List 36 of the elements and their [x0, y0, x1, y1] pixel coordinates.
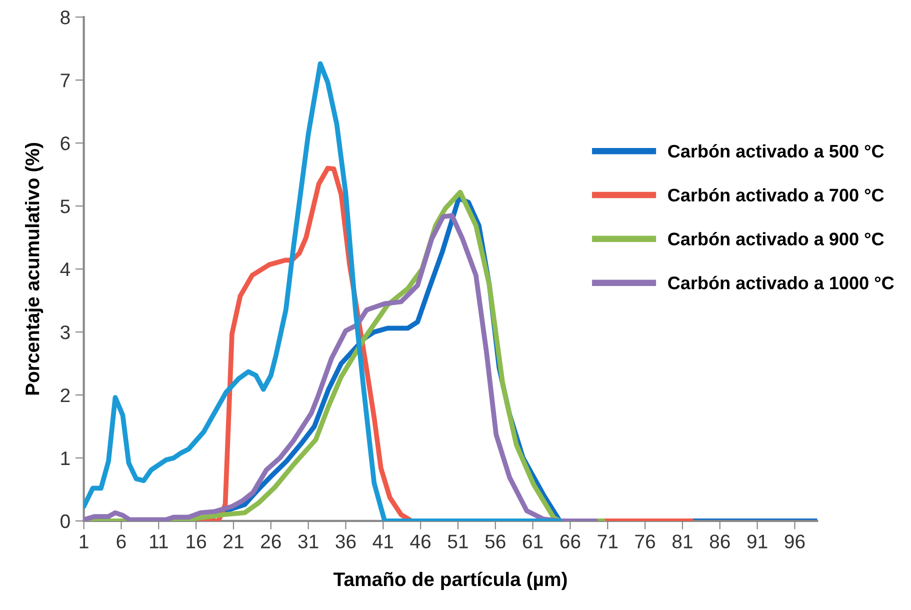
y-tick-label: 3: [60, 325, 70, 340]
x-tick-label: 31: [298, 534, 318, 548]
legend-label: Carbón activado a 1000 °C: [668, 276, 894, 290]
y-tick-label: 2: [60, 388, 70, 402]
y-tick-label: 6: [60, 136, 70, 150]
x-tick-label: 76: [635, 534, 656, 548]
x-tick-label: 1: [80, 534, 88, 548]
x-tick-label: 81: [672, 534, 692, 548]
x-tick-label: 21: [224, 534, 244, 548]
y-axis-title: Porcentaje acumulativo (%): [25, 143, 44, 395]
x-tick-label: 26: [261, 534, 281, 548]
y-tick-label: 0: [60, 514, 70, 528]
x-tick-label: 61: [522, 534, 543, 548]
x-tick-label: 51: [448, 534, 468, 548]
legend-label: Carbón activado a 700 °C: [668, 188, 884, 202]
x-tick-label: 66: [560, 534, 580, 548]
x-tick-label: 71: [598, 534, 618, 548]
x-tick-label: 36: [336, 534, 356, 548]
legend-label: Carbón activado a 500 °C: [668, 144, 884, 158]
x-tick-label: 96: [784, 534, 805, 548]
y-tick-label: 5: [60, 200, 70, 214]
x-tick-label: 56: [485, 534, 506, 548]
x-tick-label: 91: [747, 534, 768, 548]
x-tick-label: 11: [150, 534, 168, 548]
x-tick-label: 16: [186, 534, 206, 548]
y-tick-label: 4: [60, 262, 70, 276]
y-tick-label: 8: [60, 10, 70, 24]
line-series: [84, 61, 562, 521]
x-tick-label: 86: [710, 534, 730, 548]
x-tick-label: 46: [410, 534, 431, 548]
x-tick-label: 6: [116, 534, 126, 548]
legend-label: Carbón activado a 900 °C: [668, 232, 884, 246]
x-tick-label: 41: [372, 534, 394, 548]
x-axis-title: Tamaño de partícula (µm): [333, 572, 567, 590]
y-tick-label: 7: [60, 74, 70, 88]
y-tick-label: 1: [61, 452, 70, 466]
